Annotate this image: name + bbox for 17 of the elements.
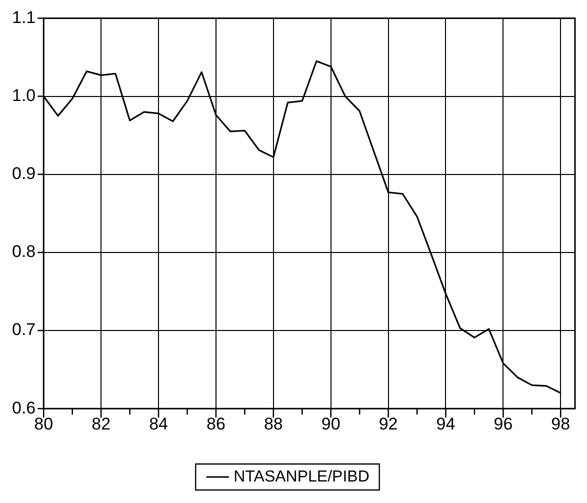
y-tick-label: 0.7 bbox=[12, 320, 36, 340]
x-tick-label: 84 bbox=[149, 414, 168, 434]
x-tick-label: 92 bbox=[378, 414, 398, 434]
x-tick-label: 90 bbox=[321, 414, 340, 434]
x-tick-label: 88 bbox=[264, 414, 283, 434]
x-tick-label: 98 bbox=[551, 414, 570, 434]
y-tick-label: 1.1 bbox=[12, 8, 36, 27]
x-tick-label: 94 bbox=[436, 414, 456, 434]
y-tick-label: 0.6 bbox=[12, 398, 36, 418]
y-tick-label: 0.8 bbox=[12, 242, 36, 262]
legend-label: NTASANPLE/PIBD bbox=[234, 468, 370, 486]
x-tick-label: 96 bbox=[494, 414, 513, 434]
y-tick-label: 0.9 bbox=[12, 164, 36, 184]
x-tick-label: 80 bbox=[34, 414, 54, 434]
x-tick-label: 82 bbox=[92, 414, 111, 434]
x-tick-label: 86 bbox=[206, 414, 226, 434]
y-tick-label: 1.0 bbox=[12, 86, 36, 105]
